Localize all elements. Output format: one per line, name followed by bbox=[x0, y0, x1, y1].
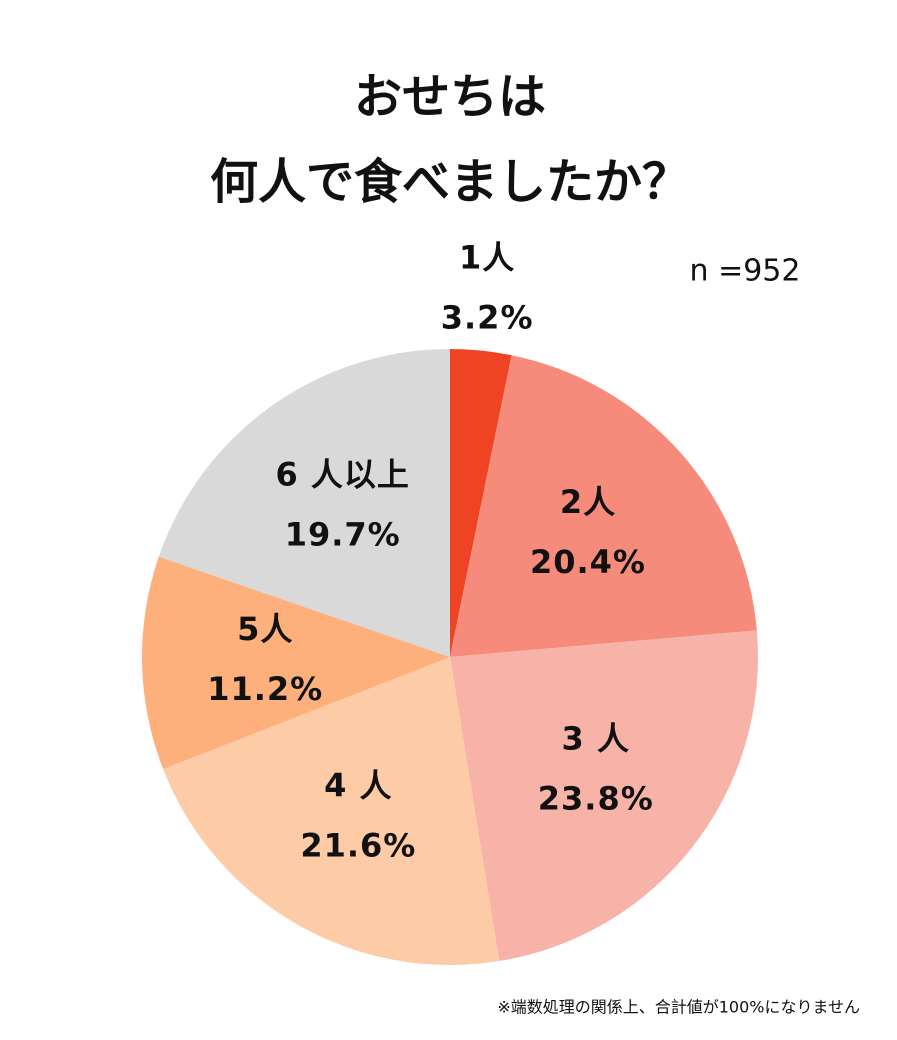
slice-value-label: 23.8% bbox=[538, 780, 654, 818]
slice-label: 6 人以上 bbox=[275, 456, 409, 494]
chart-title: 何人で食べましたか？ bbox=[210, 154, 690, 210]
slice-label: 1人 bbox=[459, 238, 515, 276]
slice-value-label: 20.4% bbox=[530, 543, 646, 581]
slice-label: 4 人 bbox=[324, 766, 392, 804]
pie-slice bbox=[450, 349, 512, 657]
pie-slice bbox=[142, 556, 450, 770]
sample-size: n =952 bbox=[690, 254, 801, 289]
slice-value-label: 3.2% bbox=[441, 298, 534, 336]
slice-value-label: 11.2% bbox=[207, 670, 323, 708]
slice-label: 5人 bbox=[237, 610, 293, 648]
slice-label: 3 人 bbox=[562, 720, 630, 758]
pie-slice bbox=[158, 349, 450, 657]
pie-slice bbox=[163, 657, 500, 965]
slice-value-label: 19.7% bbox=[285, 516, 401, 554]
slice-value-label: 21.6% bbox=[300, 826, 416, 864]
pie-slice bbox=[450, 630, 758, 962]
chart-title: おせちは bbox=[354, 69, 546, 125]
footnote: ※端数処理の関係上、合計値が100%になりません bbox=[497, 998, 860, 1017]
pie-slice bbox=[450, 355, 757, 657]
slice-label: 2人 bbox=[560, 483, 616, 521]
